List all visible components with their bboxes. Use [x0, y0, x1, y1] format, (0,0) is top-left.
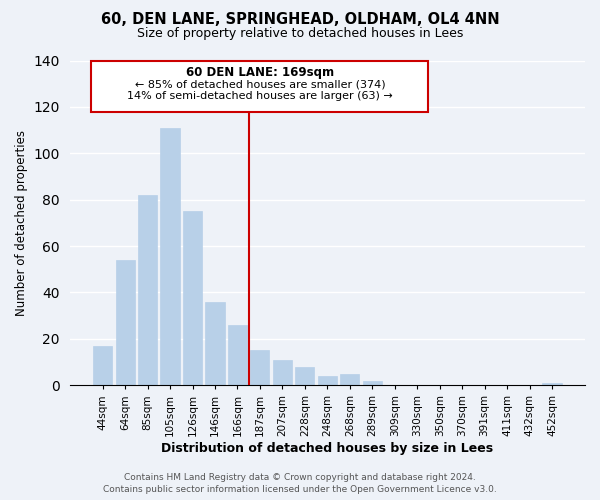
Bar	[340, 374, 359, 386]
Bar	[542, 383, 562, 386]
Bar	[93, 346, 112, 386]
Bar	[183, 212, 202, 386]
Bar	[363, 380, 382, 386]
Y-axis label: Number of detached properties: Number of detached properties	[15, 130, 28, 316]
Bar	[138, 195, 157, 386]
Bar	[116, 260, 134, 386]
Text: Contains HM Land Registry data © Crown copyright and database right 2024.
Contai: Contains HM Land Registry data © Crown c…	[103, 472, 497, 494]
Bar	[205, 302, 224, 386]
Text: Size of property relative to detached houses in Lees: Size of property relative to detached ho…	[137, 28, 463, 40]
Text: 60 DEN LANE: 169sqm: 60 DEN LANE: 169sqm	[186, 66, 334, 80]
Bar	[295, 366, 314, 386]
Bar	[318, 376, 337, 386]
FancyBboxPatch shape	[91, 60, 428, 112]
Bar	[160, 128, 179, 386]
Bar	[273, 360, 292, 386]
Text: 14% of semi-detached houses are larger (63) →: 14% of semi-detached houses are larger (…	[127, 90, 393, 101]
Bar	[250, 350, 269, 386]
Text: 60, DEN LANE, SPRINGHEAD, OLDHAM, OL4 4NN: 60, DEN LANE, SPRINGHEAD, OLDHAM, OL4 4N…	[101, 12, 499, 28]
Text: ← 85% of detached houses are smaller (374): ← 85% of detached houses are smaller (37…	[134, 79, 385, 89]
X-axis label: Distribution of detached houses by size in Lees: Distribution of detached houses by size …	[161, 442, 493, 455]
Bar	[228, 325, 247, 386]
